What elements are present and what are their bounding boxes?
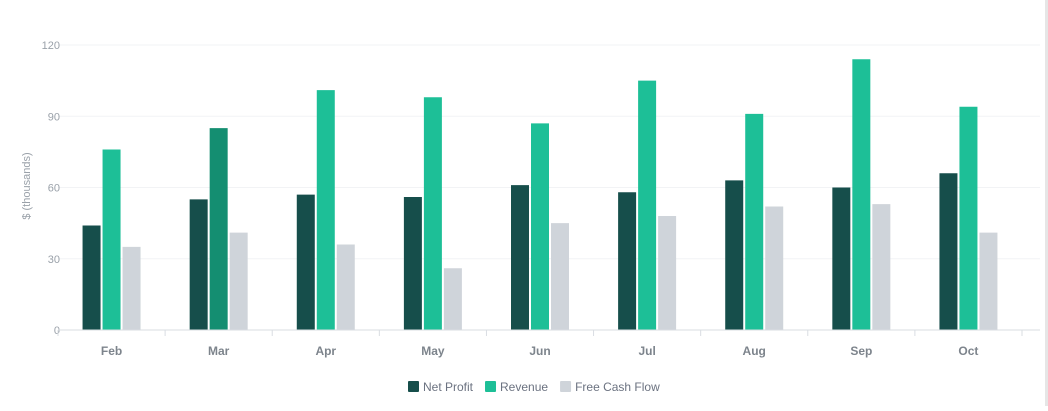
bar-free-cash-flow-jul[interactable] <box>658 216 677 330</box>
bar-net-profit-oct[interactable] <box>939 173 958 330</box>
legend-swatch <box>485 381 497 392</box>
x-tick-label: Jun <box>529 344 550 358</box>
bar-net-profit-mar[interactable] <box>189 199 208 330</box>
x-axis: Feb Mar Apr May Jun Jul Aug Sep Oct <box>57 329 1040 358</box>
bar-free-cash-flow-jun[interactable] <box>551 223 569 330</box>
bar-revenue-may[interactable] <box>423 97 442 330</box>
bar-revenue-feb[interactable] <box>102 149 121 331</box>
legend-label: Net Profit <box>423 380 474 394</box>
bar-revenue-aug[interactable] <box>745 113 764 330</box>
bar-free-cash-flow-may[interactable] <box>443 268 462 330</box>
bar-revenue-sep[interactable] <box>852 59 871 330</box>
y-tick-label: 0 <box>54 325 60 337</box>
bar-net-profit-jun[interactable] <box>511 185 529 330</box>
x-tick-label: May <box>421 344 445 358</box>
legend-item-net-profit[interactable]: Net Profit <box>408 380 474 394</box>
bar-revenue-jun[interactable] <box>531 123 549 330</box>
bar-net-profit-jul[interactable] <box>618 192 637 330</box>
legend-label: Revenue <box>500 380 548 394</box>
bar-revenue-jul[interactable] <box>638 80 657 330</box>
bar-free-cash-flow-feb[interactable] <box>122 246 141 330</box>
bar-net-profit-sep[interactable] <box>832 187 851 331</box>
x-tick-label: Aug <box>743 344 766 358</box>
y-axis-ticks: 0 30 60 90 120 <box>42 40 60 337</box>
bar-free-cash-flow-aug[interactable] <box>765 206 784 331</box>
scrollbar-edge <box>1045 0 1048 406</box>
bar-free-cash-flow-mar[interactable] <box>229 232 248 330</box>
bar-net-profit-apr[interactable] <box>296 194 315 330</box>
bar-free-cash-flow-apr[interactable] <box>336 244 355 331</box>
bar-free-cash-flow-oct[interactable] <box>979 232 998 330</box>
bar-net-profit-feb[interactable] <box>82 225 101 331</box>
legend-item-free-cash-flow[interactable]: Free Cash Flow <box>560 380 660 394</box>
x-tick-label: Sep <box>850 344 872 358</box>
legend-swatch <box>408 381 419 392</box>
y-tick-label: 90 <box>48 111 60 123</box>
y-tick-label: 60 <box>48 183 60 195</box>
legend[interactable]: Net Profit Revenue Free Cash Flow <box>408 380 660 394</box>
bar-revenue-oct[interactable] <box>959 106 978 330</box>
y-tick-label: 30 <box>48 254 60 266</box>
x-tick-label: Mar <box>208 344 230 358</box>
bar-net-profit-may[interactable] <box>403 197 422 330</box>
legend-swatch <box>560 381 572 392</box>
bar-revenue-apr[interactable] <box>316 90 335 330</box>
bar-free-cash-flow-sep[interactable] <box>872 204 891 330</box>
y-axis-label: $ (thousands) <box>21 152 33 219</box>
legend-label: Free Cash Flow <box>575 380 660 394</box>
x-tick-label: Jul <box>638 344 655 358</box>
legend-item-revenue[interactable]: Revenue <box>485 380 548 394</box>
x-tick-label: Feb <box>101 344 122 358</box>
bar-revenue-mar[interactable] <box>209 128 228 330</box>
x-tick-label: Oct <box>958 344 978 358</box>
bars <box>82 59 998 331</box>
x-tick-label: Apr <box>315 344 336 358</box>
bar-net-profit-aug[interactable] <box>725 180 744 330</box>
y-tick-label: 120 <box>42 40 60 52</box>
